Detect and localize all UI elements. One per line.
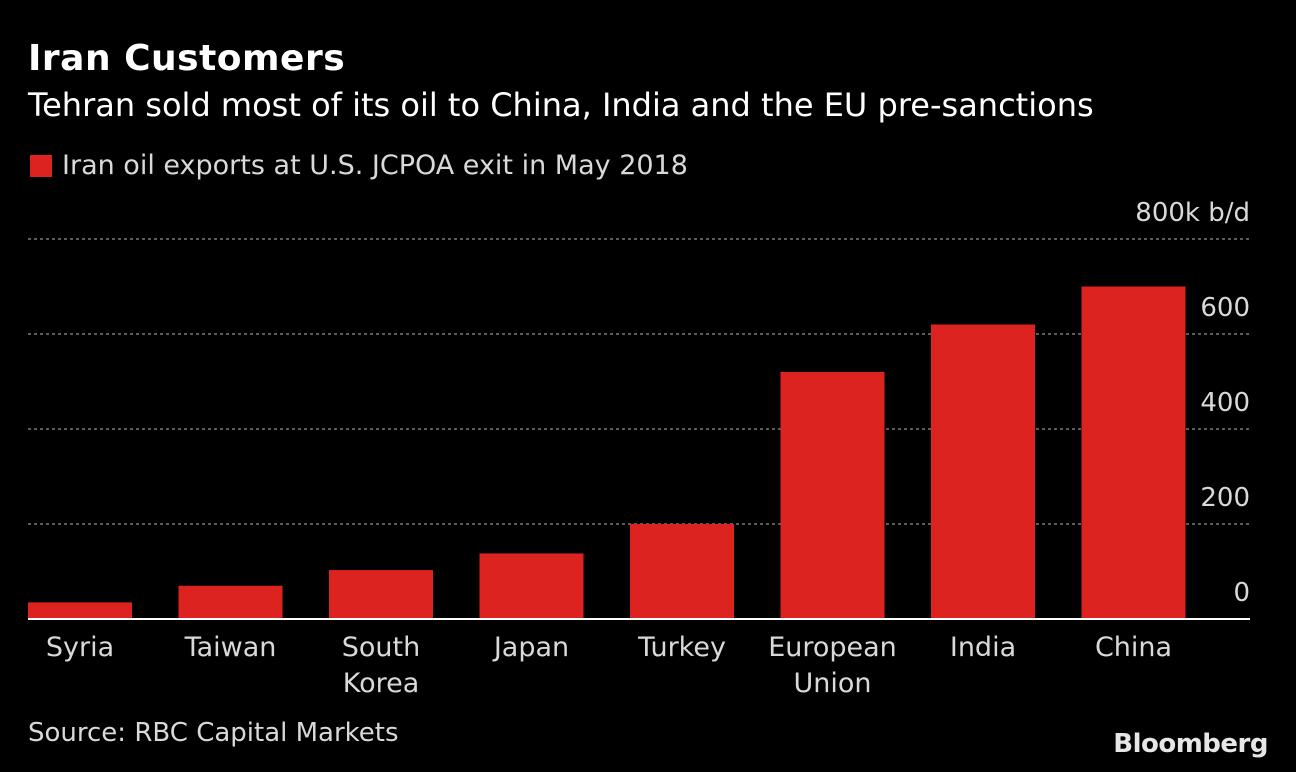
- x-category-label: Japan: [492, 632, 569, 663]
- legend: Iran oil exports at U.S. JCPOA exit in M…: [30, 150, 688, 181]
- chart-title: Iran Customers: [28, 38, 346, 79]
- bloomberg-logo: Bloomberg: [1113, 729, 1268, 759]
- bar: [479, 553, 584, 619]
- y-unit-label: 800k b/d: [1135, 198, 1250, 228]
- bar: [1081, 286, 1186, 619]
- bar: [178, 585, 283, 619]
- x-category-label: Syria: [46, 632, 114, 663]
- chart-subtitle: Tehran sold most of its oil to China, In…: [28, 86, 1094, 124]
- x-category-label: China: [1095, 632, 1172, 663]
- legend-label: Iran oil exports at U.S. JCPOA exit in M…: [62, 150, 688, 181]
- y-tick-label: 200: [1200, 483, 1250, 513]
- x-category-label: Taiwan: [184, 632, 277, 663]
- bar: [28, 602, 132, 619]
- labels: 0 200 400 600 800k b/d Syria Taiwan South Korea J…: [46, 198, 1250, 699]
- bar: [630, 524, 734, 619]
- bar: [931, 324, 1035, 619]
- x-category-label: India: [950, 632, 1016, 663]
- y-tick-label: 600: [1200, 293, 1250, 323]
- x-category-label: South: [342, 632, 420, 663]
- y-tick-label: 400: [1200, 388, 1250, 418]
- gridlines: [28, 238, 1250, 525]
- x-category-label: European: [768, 632, 897, 663]
- source-note: Source: RBC Capital Markets: [28, 718, 399, 748]
- x-category-label: Turkey: [637, 632, 726, 663]
- legend-swatch: [30, 154, 52, 177]
- bar: [329, 570, 433, 619]
- bar: [780, 372, 885, 619]
- bars: [28, 286, 1186, 619]
- x-category-label: Union: [793, 668, 871, 699]
- y-tick-label: 0: [1233, 578, 1250, 608]
- x-category-label: Korea: [343, 668, 420, 699]
